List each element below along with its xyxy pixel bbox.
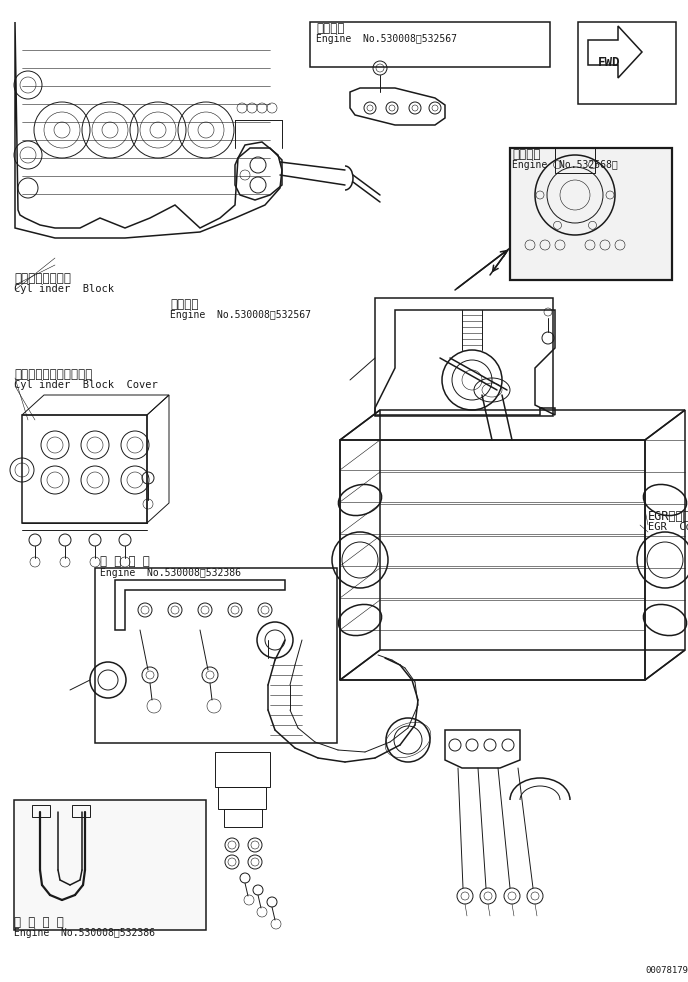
Text: EGRクーラ: EGRクーラ xyxy=(648,510,688,523)
Text: シリンダブロックカバー: シリンダブロックカバー xyxy=(14,368,92,381)
Bar xyxy=(310,22,550,67)
Bar xyxy=(218,787,266,809)
Text: Engine  No.530008～532386: Engine No.530008～532386 xyxy=(14,928,155,938)
Bar xyxy=(32,805,50,817)
Text: EGR  Cooler: EGR Cooler xyxy=(648,522,688,532)
Bar xyxy=(95,568,337,743)
Bar xyxy=(14,800,206,930)
Text: 適用号機: 適用号機 xyxy=(170,298,199,311)
Text: 適用号機: 適用号機 xyxy=(512,148,541,161)
Bar xyxy=(510,148,672,280)
Text: 適用号機: 適用号機 xyxy=(316,22,345,35)
Text: 適 用 号 機: 適 用 号 機 xyxy=(14,916,64,929)
Text: 適 用 号 機: 適 用 号 機 xyxy=(100,555,150,568)
Text: FWD: FWD xyxy=(598,56,621,69)
Bar xyxy=(375,298,553,416)
Text: Cyl inder  Block: Cyl inder Block xyxy=(14,284,114,294)
Text: 00078179: 00078179 xyxy=(645,966,688,975)
Bar xyxy=(215,752,270,787)
Bar xyxy=(224,809,262,827)
Bar xyxy=(555,148,595,173)
Text: Cyl inder  Block  Cover: Cyl inder Block Cover xyxy=(14,380,158,390)
Bar xyxy=(22,415,147,523)
Bar xyxy=(72,805,90,817)
Text: Engine  No.530008～532567: Engine No.530008～532567 xyxy=(170,310,311,320)
Text: シリンダブロック: シリンダブロック xyxy=(14,272,71,285)
Text: Engine  No.530008～532567: Engine No.530008～532567 xyxy=(316,34,457,44)
Bar xyxy=(578,22,676,104)
Text: Engine  No.530008～532386: Engine No.530008～532386 xyxy=(100,568,241,578)
Text: Engine  No.532568～: Engine No.532568～ xyxy=(512,160,618,170)
